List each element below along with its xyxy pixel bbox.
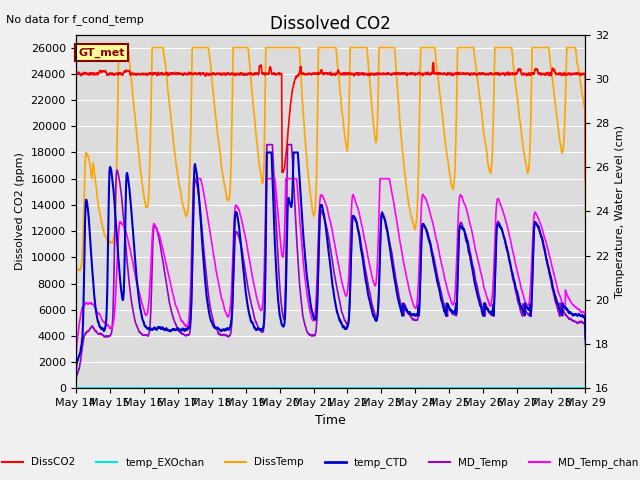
Text: GT_met: GT_met [78, 48, 125, 58]
X-axis label: Time: Time [315, 414, 346, 427]
Text: No data for f_cond_temp: No data for f_cond_temp [6, 14, 144, 25]
Legend: DissCO2, temp_EXOchan, DissTemp, temp_CTD, MD_Temp, MD_Temp_chan: DissCO2, temp_EXOchan, DissTemp, temp_CT… [0, 453, 640, 472]
Y-axis label: Temperature, Water Level (cm): Temperature, Water Level (cm) [615, 125, 625, 298]
Title: Dissolved CO2: Dissolved CO2 [270, 15, 391, 33]
Y-axis label: Dissolved CO2 (ppm): Dissolved CO2 (ppm) [15, 153, 25, 270]
